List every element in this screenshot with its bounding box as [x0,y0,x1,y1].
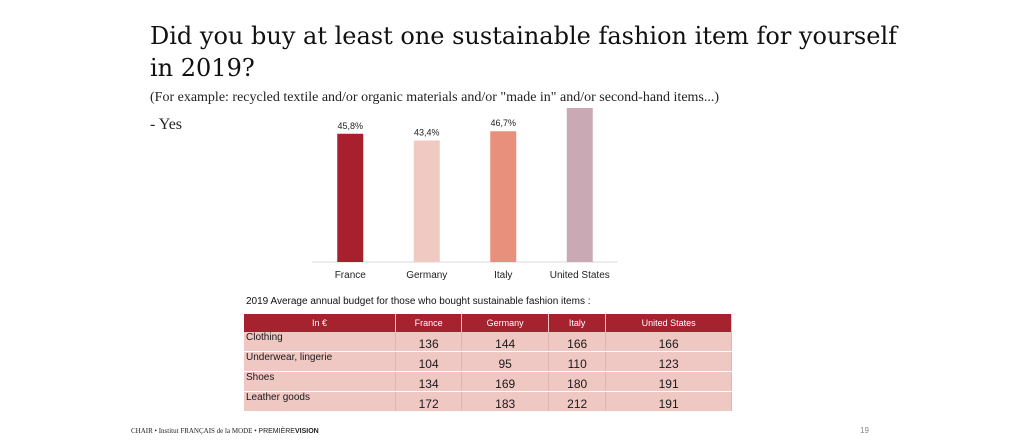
brand-light: PREMIÈRE [258,428,295,435]
table-cell: 212 [548,391,607,412]
row-label: Leather goods [244,391,396,412]
table-cell: 166 [605,332,732,352]
x-tick-label: United States [550,270,610,281]
table-cell: 166 [548,332,607,352]
table-header-cell: Germany [461,314,550,332]
slide-title: Did you buy at least one sustainable fas… [150,22,897,82]
row-label: Clothing [244,332,396,352]
data-label: 45,8% [337,121,363,131]
table-cell: 95 [461,351,550,372]
slide-subtitle: (For example: recycled textile and/or or… [150,90,720,105]
bar-france [337,133,364,262]
footer-text: CHAIR • Institut FRANÇAIS de la MODE • [131,427,259,435]
table-cell: 183 [461,391,550,412]
table-cell: 191 [605,371,732,392]
x-tick-label: Germany [406,270,447,281]
bar-chart: 45,8%France43,4%Germany46,7%Italy55,3%Un… [312,108,618,281]
table-cell: 104 [395,351,463,372]
table-cell: 144 [461,332,550,352]
data-label: 46,7% [490,118,516,128]
table-header-cell: United States [605,314,732,332]
brand-bold: VISION [294,428,319,435]
table-cell: 172 [395,391,463,412]
table-caption: 2019 Average annual budget for those who… [246,296,591,307]
answer-label: - Yes [150,116,183,133]
table-cell: 136 [395,332,463,352]
table-header-cell: Italy [548,314,607,332]
table-cell: 191 [605,391,732,412]
table-header-label: In € [244,314,396,332]
table-cell: 134 [395,371,463,392]
table-cell: 110 [548,351,607,372]
table-row: Underwear, lingerie 104 95 110 123 [244,351,732,372]
x-tick-label: France [335,270,367,281]
table-row: Clothing 136 144 166 166 [244,332,732,352]
bar-united-states [566,108,593,262]
budget-table: In € France Germany Italy United States Clot… [244,314,732,412]
table-cell: 169 [461,371,550,392]
row-label: Shoes [244,371,396,392]
table-header-row: In € France Germany Italy United States [244,314,732,332]
row-label: Underwear, lingerie [244,351,396,372]
x-tick-label: Italy [494,270,512,281]
premiere-vision-logo: PREMIÈREVISION [258,428,318,435]
table-row: Leather goods 172 183 212 191 [244,391,732,412]
bar-germany [413,140,440,262]
table-cell: 180 [548,371,607,392]
page-number: 19 [860,426,869,435]
footer-credits: CHAIR • Institut FRANÇAIS de la MODE • P… [131,427,319,435]
bar-italy [490,131,517,262]
table-row: Shoes 134 169 180 191 [244,371,732,392]
table-cell: 123 [605,351,732,372]
data-label: 43,4% [414,127,440,137]
table-body: Clothing 136 144 166 166 Underwear, lingerie 1… [244,332,732,412]
table-header-cell: France [395,314,463,332]
